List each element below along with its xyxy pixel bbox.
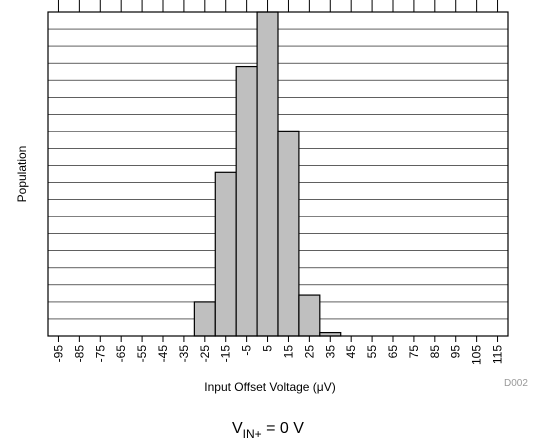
y-axis-label: Population [15,146,29,203]
x-tick-label: -85 [72,345,86,363]
x-tick-label: 45 [344,345,358,359]
x-tick-label: 95 [449,345,463,359]
x-tick-label: -95 [51,345,65,363]
source-label: D002 [504,378,528,389]
bar [193,301,216,337]
x-tick-label: 85 [428,345,442,359]
x-tick-label: 55 [365,345,379,359]
bar [214,171,237,337]
bar [235,65,258,337]
bar [298,294,321,337]
annotation-main: V [232,420,243,437]
x-tick-label: 105 [470,345,484,365]
x-axis-label: Input Offset Voltage (μV) [204,380,335,394]
x-tick-label: 65 [386,345,400,359]
annotation: VIN+ = 0 V [232,420,304,441]
x-tick-label: -15 [219,345,233,363]
bar [256,11,279,337]
x-tick-label: 5 [261,345,275,352]
x-tick-label: -75 [93,345,107,363]
x-tick-label: 15 [281,345,295,359]
x-tick-label: 115 [491,345,505,364]
x-tick-label: -25 [198,345,212,363]
x-tick-label: -65 [114,345,128,363]
annotation-sub: IN+ [243,427,262,441]
x-tick-label: 75 [407,345,421,359]
x-tick-label: -45 [156,345,170,363]
x-tick-label: 35 [323,345,337,359]
bar [277,130,300,337]
annotation-rest: = 0 V [262,420,305,437]
x-tick-label: -5 [240,345,254,356]
plot-frame [47,11,509,337]
x-tick-label: -55 [135,345,149,363]
x-tick-label: -35 [177,345,191,363]
x-tick-label: 25 [302,345,316,359]
